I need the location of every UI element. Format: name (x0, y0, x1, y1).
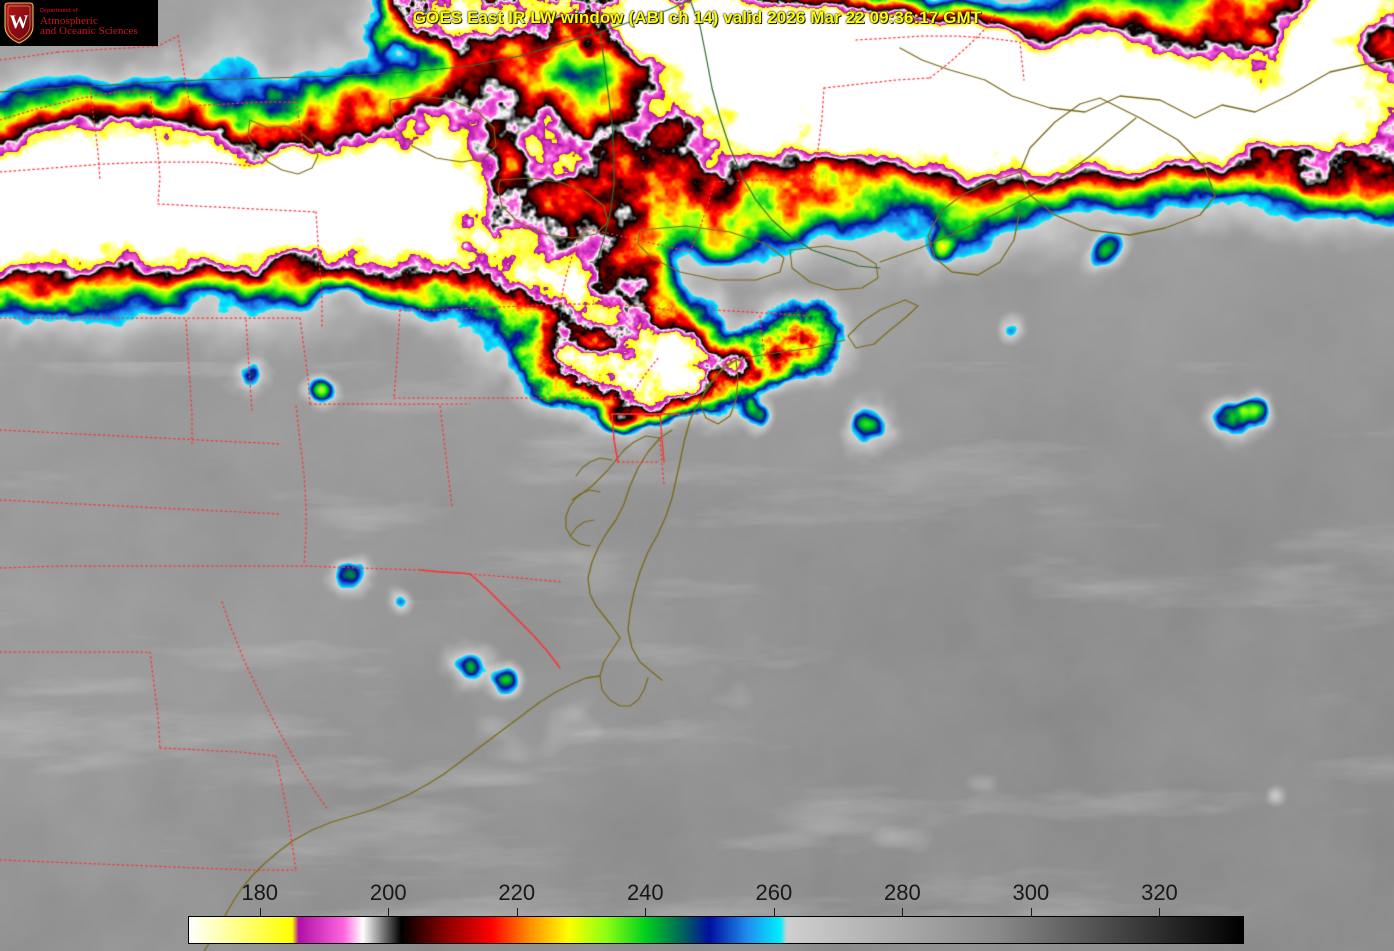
colorbar-tick (1159, 908, 1161, 917)
colorbar-tick-label: 300 (1012, 880, 1050, 905)
colorbar-axis: 180 200 220 240 260 280 300 320 (0, 880, 1394, 917)
colorbar-tick (1030, 908, 1032, 917)
colorbar-tick (645, 908, 647, 917)
colorbar-tick-label: 220 (498, 880, 536, 905)
uw-madison-crest-icon: W (2, 1, 36, 45)
colorbar-tick-label: 240 (626, 880, 664, 905)
logo-name-line-2: and Oceanic Sciences (40, 24, 138, 37)
svg-text:W: W (10, 12, 29, 33)
uw-aos-logo: W Department of Atmospheric and Oceanic … (0, 0, 158, 46)
colorbar (188, 916, 1244, 944)
colorbar-tick-label: 180 (241, 880, 279, 905)
colorbar-tick (773, 908, 775, 917)
colorbar-tick (516, 908, 518, 917)
colorbar-tick-label: 260 (755, 880, 793, 905)
colorbar-tick (902, 908, 904, 917)
logo-department-line: Department of (40, 8, 78, 15)
logo-name-line-1: Atmospheric (40, 14, 98, 27)
colorbar-tick (388, 908, 390, 917)
colorbar-tick-label: 200 (369, 880, 407, 905)
colorbar-tick-label: 320 (1141, 880, 1178, 905)
colorbar-tick-label: 280 (884, 880, 921, 905)
colorbar-tick (259, 908, 261, 917)
